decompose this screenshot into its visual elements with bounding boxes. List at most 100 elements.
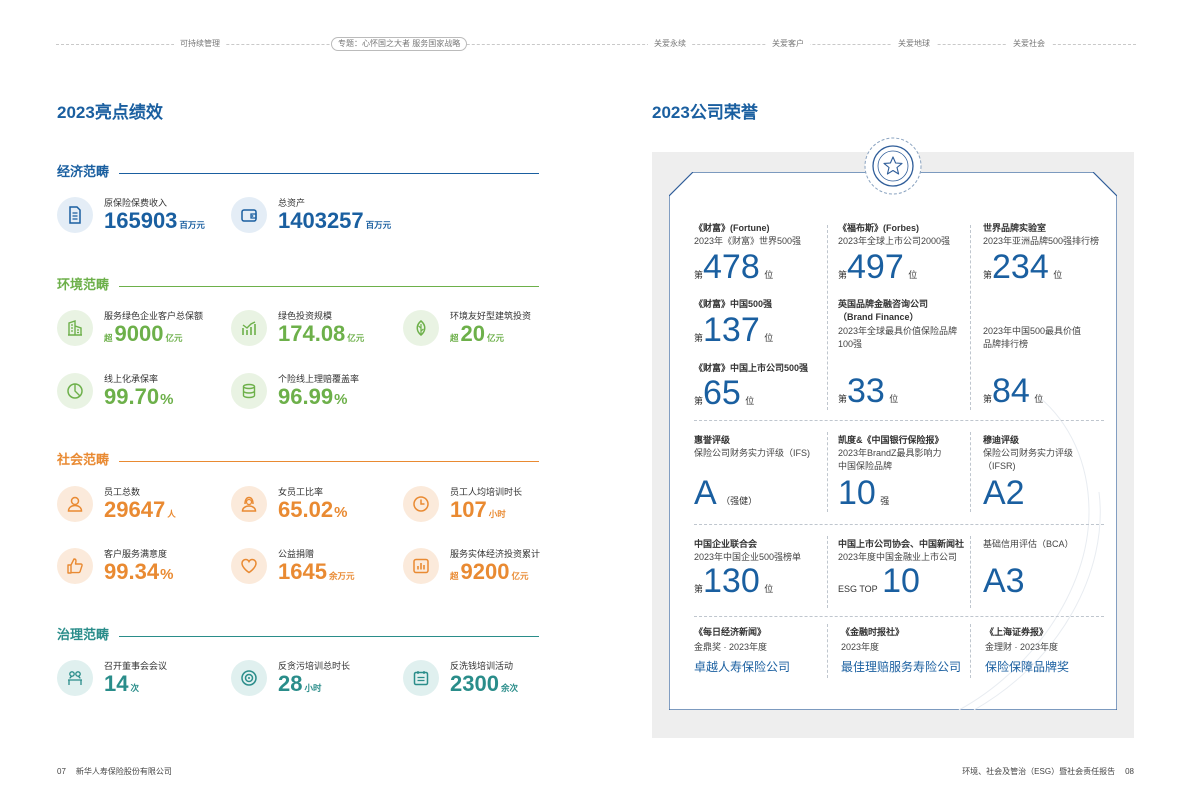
metric-unit: %	[160, 566, 174, 583]
metric-value: 20	[460, 321, 485, 346]
rank-number: 478	[703, 248, 760, 286]
page-number: 07	[57, 767, 66, 776]
metric-label: 原保险保费收入	[104, 198, 168, 208]
column-divider	[970, 536, 971, 608]
metric-label: 总资产	[278, 198, 306, 208]
honor-rank: 第33 位	[838, 374, 898, 408]
document-icon	[57, 197, 93, 233]
metric-unit: 人	[167, 509, 176, 519]
honor-org: 凯度&《中国银行保险报》	[838, 435, 944, 445]
calendar-icon	[403, 660, 439, 696]
honor-rank: A （强健）	[694, 476, 757, 510]
rank-suffix: 位	[764, 270, 774, 280]
column-divider	[970, 225, 971, 410]
company-name: 新华人寿保险股份有限公司	[75, 767, 172, 776]
nav-item-sustainability[interactable]: 可持续管理	[174, 37, 226, 51]
rank-prefix: 第	[694, 396, 704, 406]
column-divider	[827, 432, 828, 512]
honor-desc: 2023年度	[841, 642, 880, 652]
column-divider	[970, 624, 971, 678]
metric-value: 28	[278, 671, 303, 696]
rank-prefix: 第	[838, 270, 848, 280]
footer-left: 07 新华人寿保险股份有限公司	[57, 766, 172, 777]
page-number: 08	[1125, 767, 1134, 776]
nav-item-care-sustainability[interactable]: 关爱永续	[648, 37, 692, 51]
metric-unit: 次	[130, 683, 139, 693]
star-badge-icon	[864, 137, 922, 195]
category-line	[119, 636, 539, 637]
metric-label: 个险线上理赔覆盖率	[278, 374, 360, 384]
honor-org: 《每日经济新闻》	[694, 627, 767, 637]
honor-org: 《上海证券报》	[985, 627, 1049, 637]
honor-desc: 2023年BrandZ最具影响力	[838, 448, 942, 458]
rank-prefix: ESG TOP	[838, 584, 878, 594]
honor-desc: 2023年中国企业500强榜单	[694, 552, 802, 562]
honor-org: 《金融时报社》	[841, 627, 905, 637]
honor-rank: 第137 位	[694, 313, 773, 347]
honor-rank: ESG TOP 10	[838, 564, 920, 598]
rank-suffix: 强	[880, 496, 890, 506]
honor-rank: 第478 位	[694, 250, 773, 284]
category-line	[119, 286, 539, 287]
nav-item-care-customers[interactable]: 关爱客户	[766, 37, 810, 51]
honors-frame	[669, 172, 1117, 710]
nav-divider-line	[56, 44, 1136, 45]
metric-value: 9000	[114, 321, 164, 346]
honor-award: 卓越人寿保险公司	[694, 660, 791, 674]
column-divider	[970, 432, 971, 512]
honor-desc: 2023年度中国金融业上市公司	[838, 552, 958, 562]
honor-rank: 第65 位	[694, 376, 754, 410]
person-icon	[57, 486, 93, 522]
nav-item-care-earth[interactable]: 关爱地球	[892, 37, 936, 51]
honor-rank: A2	[983, 476, 1025, 510]
metric-unit: %	[160, 391, 174, 408]
growth-chart-icon	[231, 310, 267, 346]
category-line	[119, 461, 539, 462]
rank-number: 234	[992, 248, 1049, 286]
honor-desc: 保险公司财务实力评级（IFS)	[694, 448, 810, 458]
rank-number: 10	[882, 562, 920, 600]
rank-suffix: 位	[764, 333, 774, 343]
honor-org: 中国上市公司协会、中国新闻社	[838, 539, 965, 549]
metric-unit: %	[334, 391, 348, 408]
metric-unit: 亿元	[487, 333, 505, 343]
rank-suffix: （强健）	[721, 496, 758, 506]
honor-desc: 保险公司财务实力评级	[983, 448, 1074, 458]
honor-award: 最佳理赔服务寿险公司	[841, 660, 962, 674]
highlights-title: 2023亮点绩效	[57, 103, 163, 122]
coin-stack-icon	[231, 373, 267, 409]
row-divider	[694, 524, 1104, 525]
target-icon	[231, 660, 267, 696]
honor-rank: 第130 位	[694, 564, 773, 598]
metric-unit: 余次	[500, 683, 518, 693]
metric-unit: 亿元	[165, 333, 183, 343]
honor-org: 《财富》(Fortune)	[694, 223, 770, 233]
nav-item-care-society[interactable]: 关爱社会	[1007, 37, 1051, 51]
nav-item-special-topic[interactable]: 专题：心怀国之大者 服务国家战略	[331, 37, 468, 51]
metric-unit: %	[334, 504, 348, 521]
governance-category: 治理范畴	[57, 626, 539, 644]
metric-value: 99.70	[104, 384, 160, 409]
metric-label: 服务绿色企业客户总保额	[104, 311, 204, 321]
rank-prefix: 第	[983, 394, 993, 404]
honor-org: 穆迪评级	[983, 435, 1020, 445]
green-building-icon	[57, 310, 93, 346]
honor-rank: A3	[983, 564, 1025, 598]
rank-number: 137	[703, 311, 760, 349]
rank-number: 130	[703, 562, 760, 600]
honor-org: 《财富》中国上市公司500强	[694, 363, 809, 373]
environment-category: 环境范畴	[57, 276, 539, 294]
rank-suffix: 位	[889, 394, 899, 404]
honor-org: 《财富》中国500强	[694, 299, 773, 309]
honor-rank: 第234 位	[983, 250, 1062, 284]
metric-label: 员工总数	[104, 487, 141, 497]
metric-label: 环境友好型建筑投资	[450, 311, 532, 321]
report-name: 环境、社会及管治（ESG）暨社会责任报告	[962, 767, 1116, 776]
metric-label: 反洗钱培训活动	[450, 661, 514, 671]
bar-chart-icon	[403, 548, 439, 584]
honor-org: 《福布斯》(Forbes)	[838, 223, 920, 233]
metric-unit: 亿元	[347, 333, 365, 343]
female-employee-icon	[231, 486, 267, 522]
rank-number: 84	[992, 372, 1030, 410]
metric-label: 召开董事会会议	[104, 661, 168, 671]
